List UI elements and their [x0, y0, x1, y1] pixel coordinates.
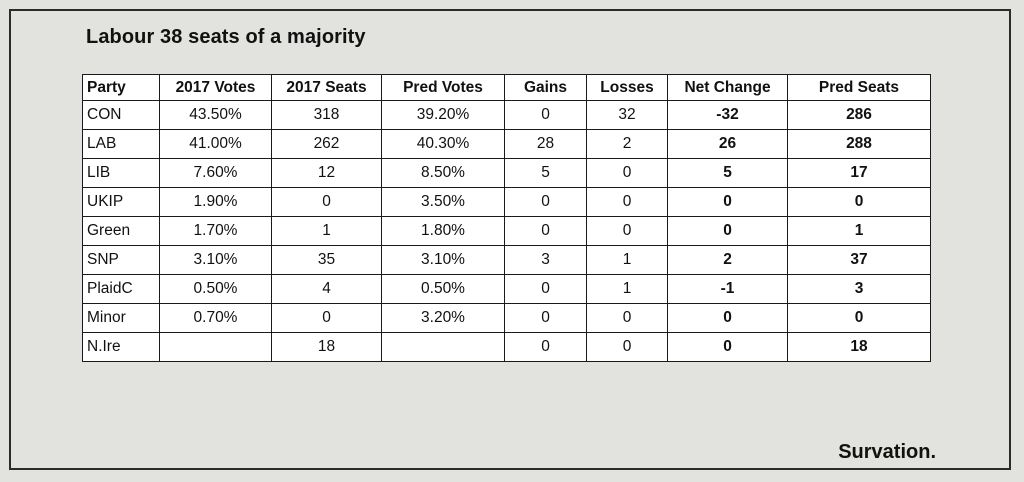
cell-net-change: 2	[667, 245, 788, 275]
cell-gains: 3	[504, 245, 587, 275]
cell-gains: 5	[504, 158, 587, 188]
cell-pred-seats: 18	[787, 332, 931, 362]
cell-pred-votes: 39.20%	[381, 100, 505, 130]
cell-2017-seats: 0	[271, 187, 382, 217]
header-2017-seats: 2017 Seats	[271, 74, 382, 101]
cell-pred-seats: 286	[787, 100, 931, 130]
cell-2017-votes: 41.00%	[159, 129, 272, 159]
cell-gains: 0	[504, 187, 587, 217]
cell-party: UKIP	[82, 187, 160, 217]
cell-pred-votes: 40.30%	[381, 129, 505, 159]
cell-pred-votes: 3.50%	[381, 187, 505, 217]
cell-net-change: 5	[667, 158, 788, 188]
cell-2017-votes: 0.50%	[159, 274, 272, 304]
cell-2017-seats: 4	[271, 274, 382, 304]
cell-pred-votes: 1.80%	[381, 216, 505, 246]
cell-net-change: -1	[667, 274, 788, 304]
cell-net-change: 0	[667, 187, 788, 217]
cell-losses: 2	[586, 129, 668, 159]
cell-2017-seats: 35	[271, 245, 382, 275]
header-net-change: Net Change	[667, 74, 788, 101]
cell-party: LIB	[82, 158, 160, 188]
page-title: Labour 38 seats of a majority	[86, 26, 366, 48]
header-pred-votes: Pred Votes	[381, 74, 505, 101]
cell-pred-seats: 37	[787, 245, 931, 275]
table-row: Minor 0.70% 0 3.20% 0 0 0 0	[82, 303, 931, 333]
table-row: CON 43.50% 318 39.20% 0 32 -32 286	[82, 100, 931, 130]
cell-gains: 0	[504, 303, 587, 333]
cell-2017-votes: 43.50%	[159, 100, 272, 130]
cell-2017-seats: 18	[271, 332, 382, 362]
cell-net-change: 0	[667, 303, 788, 333]
cell-2017-votes: 1.90%	[159, 187, 272, 217]
cell-2017-votes: 7.60%	[159, 158, 272, 188]
table-row: UKIP 1.90% 0 3.50% 0 0 0 0	[82, 187, 931, 217]
table-row: PlaidC 0.50% 4 0.50% 0 1 -1 3	[82, 274, 931, 304]
cell-pred-seats: 0	[787, 303, 931, 333]
header-pred-seats: Pred Seats	[787, 74, 931, 101]
cell-party: SNP	[82, 245, 160, 275]
cell-pred-votes: 3.20%	[381, 303, 505, 333]
cell-2017-seats: 0	[271, 303, 382, 333]
cell-2017-votes	[159, 332, 272, 362]
cell-party: CON	[82, 100, 160, 130]
table-header-row: Party 2017 Votes 2017 Seats Pred Votes G…	[82, 74, 931, 101]
table-row: Green 1.70% 1 1.80% 0 0 0 1	[82, 216, 931, 246]
cell-losses: 0	[586, 158, 668, 188]
seat-projection-table: Party 2017 Votes 2017 Seats Pred Votes G…	[82, 74, 931, 362]
cell-party: LAB	[82, 129, 160, 159]
cell-pred-seats: 0	[787, 187, 931, 217]
cell-gains: 0	[504, 332, 587, 362]
header-party: Party	[82, 74, 160, 101]
cell-party: PlaidC	[82, 274, 160, 304]
cell-gains: 0	[504, 216, 587, 246]
cell-2017-seats: 12	[271, 158, 382, 188]
table-row: N.Ire 18 0 0 0 18	[82, 332, 931, 362]
cell-2017-votes: 0.70%	[159, 303, 272, 333]
cell-pred-seats: 3	[787, 274, 931, 304]
cell-2017-votes: 3.10%	[159, 245, 272, 275]
cell-losses: 0	[586, 187, 668, 217]
header-gains: Gains	[504, 74, 587, 101]
cell-pred-votes: 0.50%	[381, 274, 505, 304]
cell-losses: 0	[586, 332, 668, 362]
cell-2017-seats: 318	[271, 100, 382, 130]
table-row: LAB 41.00% 262 40.30% 28 2 26 288	[82, 129, 931, 159]
cell-2017-seats: 1	[271, 216, 382, 246]
table-row: LIB 7.60% 12 8.50% 5 0 5 17	[82, 158, 931, 188]
cell-net-change: 0	[667, 332, 788, 362]
survation-logo-text: Survation.	[838, 441, 936, 463]
cell-party: Minor	[82, 303, 160, 333]
cell-net-change: 0	[667, 216, 788, 246]
cell-losses: 1	[586, 274, 668, 304]
cell-gains: 0	[504, 100, 587, 130]
table-row: SNP 3.10% 35 3.10% 3 1 2 37	[82, 245, 931, 275]
cell-pred-votes: 8.50%	[381, 158, 505, 188]
cell-losses: 1	[586, 245, 668, 275]
cell-pred-seats: 17	[787, 158, 931, 188]
cell-party: N.Ire	[82, 332, 160, 362]
cell-gains: 0	[504, 274, 587, 304]
cell-gains: 28	[504, 129, 587, 159]
cell-pred-seats: 1	[787, 216, 931, 246]
cell-2017-votes: 1.70%	[159, 216, 272, 246]
header-losses: Losses	[586, 74, 668, 101]
cell-party: Green	[82, 216, 160, 246]
cell-losses: 0	[586, 216, 668, 246]
cell-losses: 32	[586, 100, 668, 130]
cell-net-change: 26	[667, 129, 788, 159]
cell-net-change: -32	[667, 100, 788, 130]
cell-2017-seats: 262	[271, 129, 382, 159]
cell-pred-votes: 3.10%	[381, 245, 505, 275]
cell-pred-votes	[381, 332, 505, 362]
cell-pred-seats: 288	[787, 129, 931, 159]
header-2017-votes: 2017 Votes	[159, 74, 272, 101]
cell-losses: 0	[586, 303, 668, 333]
